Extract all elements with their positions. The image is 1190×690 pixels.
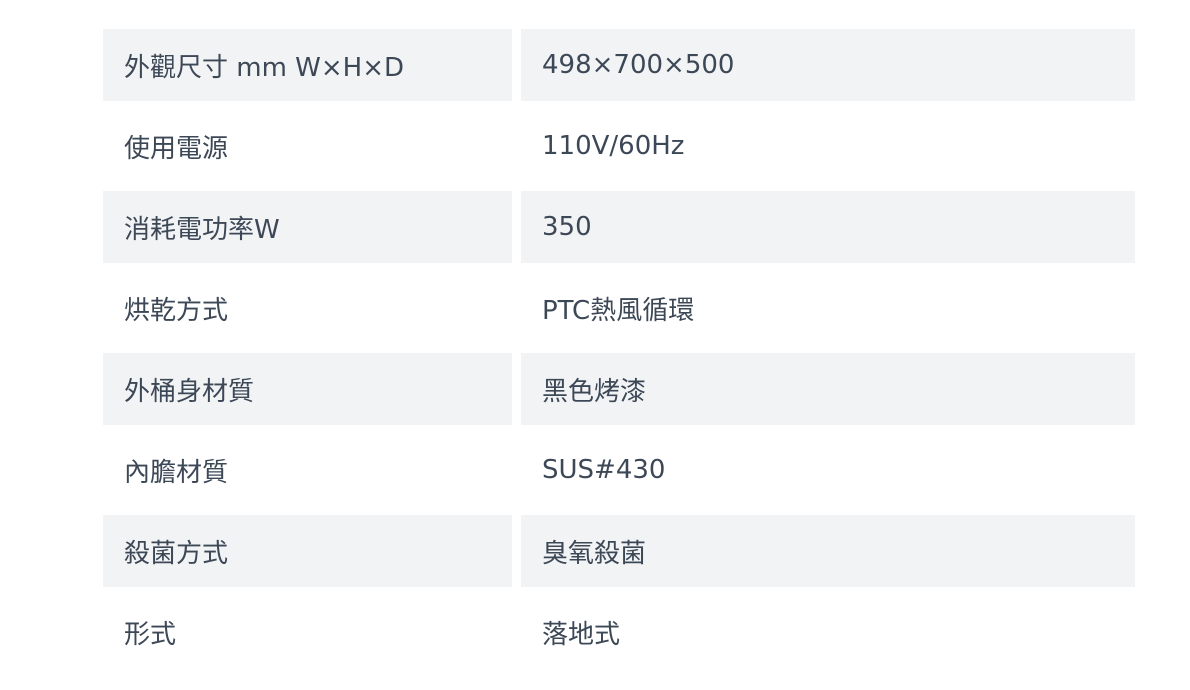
- spec-row: 內膽材質 SUS#430: [103, 434, 1135, 506]
- spec-label: 外桶身材質: [103, 353, 512, 425]
- spec-value: 498×700×500: [521, 29, 1135, 101]
- spec-row: 殺菌方式 臭氧殺菌: [103, 515, 1135, 587]
- spec-label: 使用電源: [124, 133, 229, 164]
- spec-label: 烘乾方式: [124, 295, 229, 326]
- spec-value: 110V/60Hz: [542, 131, 685, 161]
- spec-row: 形式 落地式: [103, 596, 1135, 668]
- spec-row: 烘乾方式 PTC熱風循環: [103, 272, 1135, 344]
- spec-row: 使用電源 110V/60Hz: [103, 110, 1135, 182]
- spec-value: 350: [521, 191, 1135, 263]
- spec-value: SUS#430: [542, 455, 666, 485]
- spec-row: 外觀尺寸 mm W×H×D 498×700×500: [103, 29, 1135, 101]
- spec-value: 落地式: [542, 619, 621, 650]
- spec-row: 外桶身材質 黑色烤漆: [103, 353, 1135, 425]
- spec-label: 外觀尺寸 mm W×H×D: [103, 29, 512, 101]
- spec-label: 消耗電功率W: [103, 191, 512, 263]
- spec-label: 內膽材質: [124, 457, 229, 488]
- spec-row: 消耗電功率W 350: [103, 191, 1135, 263]
- spec-label: 形式: [124, 619, 177, 650]
- spec-label: 殺菌方式: [103, 515, 512, 587]
- spec-value: PTC熱風循環: [542, 295, 695, 326]
- spec-value: 臭氧殺菌: [521, 515, 1135, 587]
- spec-value: 黑色烤漆: [521, 353, 1135, 425]
